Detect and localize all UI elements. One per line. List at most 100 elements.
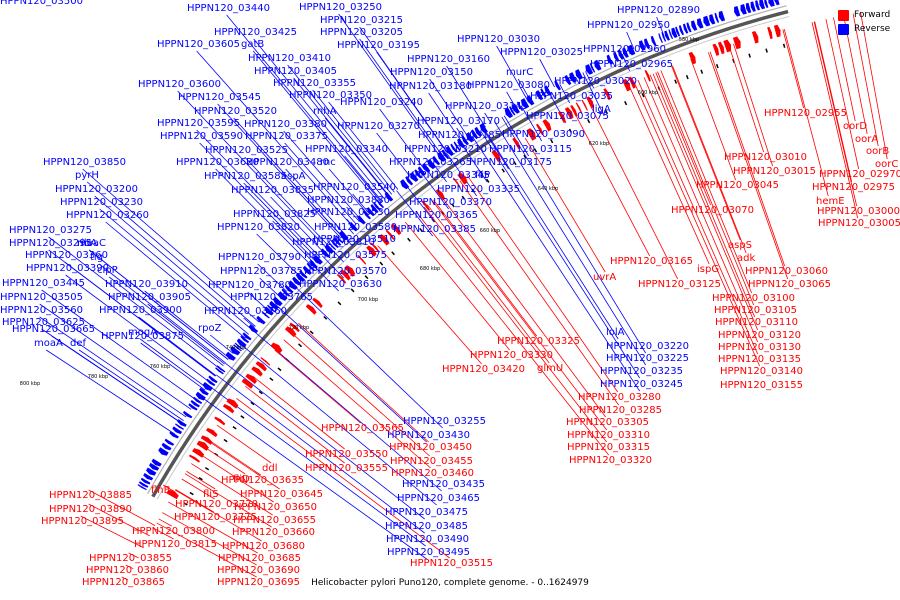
reverse-gene (427, 158, 436, 170)
reverse-gene-label: mogA (128, 327, 157, 338)
legend-forward: Forward (838, 8, 890, 22)
forward-gene-label: HPPN120_03680 (222, 541, 305, 552)
leader-line (626, 31, 635, 50)
leader-line (156, 522, 257, 578)
reverse-gene (158, 447, 169, 456)
reverse-gene-label: HPPN120_03250 (299, 2, 382, 13)
leader-line (94, 195, 253, 331)
reverse-gene (432, 155, 441, 166)
leader-line (539, 58, 555, 88)
leader-line (728, 45, 765, 153)
leader-line (459, 180, 619, 406)
reverse-gene (643, 38, 651, 49)
reverse-gene-label: HPPN120_03295 (9, 238, 92, 249)
inner-mark (765, 48, 768, 53)
inner-mark (183, 502, 188, 506)
reverse-gene-label: HPPN120_03200 (55, 184, 138, 195)
leader-line (349, 229, 354, 235)
reverse-gene-label: HPPN120_03530 (307, 207, 390, 218)
reverse-gene (288, 280, 298, 290)
reverse-gene-label: HPPN120_03835 (231, 185, 314, 196)
leader-line (496, 45, 529, 102)
reverse-gene (774, 0, 780, 6)
leader-line (324, 117, 390, 197)
leader-line (298, 322, 429, 443)
forward-gene-label: adk (737, 253, 755, 264)
inner-mark (782, 43, 786, 48)
leader-line (65, 274, 211, 384)
leader-line (483, 128, 619, 340)
leader-line (404, 183, 435, 223)
backbone-arc (151, 9, 789, 498)
reverse-gene-label: HPPN120_03035 (530, 91, 613, 102)
leader-line (292, 182, 343, 238)
inner-mark (732, 58, 735, 63)
inner-mark (407, 237, 411, 242)
reverse-gene (242, 332, 252, 341)
reverse-gene (230, 346, 241, 356)
leader-line (330, 247, 344, 263)
reverse-gene (622, 47, 629, 58)
reverse-gene-label: rpoZ (198, 323, 222, 334)
leader-line (585, 71, 595, 89)
forward-gene-label: HPPN120_03685 (218, 553, 301, 564)
forward-gene (255, 361, 267, 372)
forward-gene (385, 229, 395, 240)
reverse-gene-label: HPPN120_03245 (600, 379, 683, 390)
leader-line (633, 81, 761, 367)
reverse-gene (188, 403, 198, 411)
reverse-gene-label: gatB (241, 39, 264, 50)
reverse-gene (535, 90, 544, 101)
reverse-gene-label: HPPN120_03510 (313, 234, 396, 245)
reverse-gene (589, 63, 596, 73)
inner-mark (674, 79, 678, 84)
leader-line (321, 255, 344, 279)
leader-line (423, 206, 607, 443)
reverse-gene (248, 324, 259, 334)
forward-gene-label: HPPN120_03155 (720, 380, 803, 391)
reverse-gene (504, 107, 514, 119)
reverse-gene (617, 49, 625, 60)
leader-line (432, 200, 607, 431)
reverse-gene-label: HPPN120_03360 (25, 250, 108, 261)
forward-gene (435, 188, 446, 201)
reverse-gene (202, 381, 213, 391)
leader-line (312, 264, 339, 292)
leader-line (252, 376, 345, 450)
forward-gene (644, 69, 651, 82)
reverse-gene (718, 10, 726, 22)
reverse-gene-label: HPPN120_03595 (157, 118, 240, 129)
inner-mark (700, 69, 704, 74)
leader-line (153, 528, 174, 540)
reverse-gene-label: HPPN120_02960 (583, 44, 666, 55)
forward-gene (344, 265, 356, 277)
reverse-gene-label: HPPN120_03520 (194, 106, 277, 117)
forward-gene-label: HPPN120_03695 (217, 577, 300, 588)
reverse-gene (697, 18, 704, 29)
legend-reverse-label: Reverse (854, 24, 891, 34)
leader-line (852, 13, 879, 147)
reverse-gene-label: HPPN120_03370 (409, 197, 492, 208)
reverse-gene (193, 396, 203, 405)
reverse-gene (470, 129, 479, 140)
inner-mark (486, 178, 490, 183)
reverse-gene-label: ligA (592, 104, 611, 115)
leader-line (428, 92, 463, 143)
reverse-gene (441, 149, 450, 159)
forward-swatch (838, 9, 849, 21)
reverse-gene-label: HPPN120_03365 (395, 210, 478, 221)
reverse-gene (585, 64, 594, 75)
forward-gene-label: HPPN120_03550 (305, 449, 388, 460)
reverse-gene (745, 2, 752, 14)
inner-mark (189, 491, 194, 496)
leader-line (105, 221, 246, 339)
reverse-gene (564, 74, 572, 86)
reverse-gene-label: HPPN120_03230 (60, 197, 143, 208)
leader-line (80, 515, 144, 549)
reverse-gene-label: HPPN120_03850 (43, 157, 126, 168)
inner-mark (269, 377, 274, 382)
reverse-gene (445, 145, 455, 156)
reverse-gene-label: HPPN120_03810 (292, 237, 375, 248)
reverse-gene (575, 69, 584, 80)
